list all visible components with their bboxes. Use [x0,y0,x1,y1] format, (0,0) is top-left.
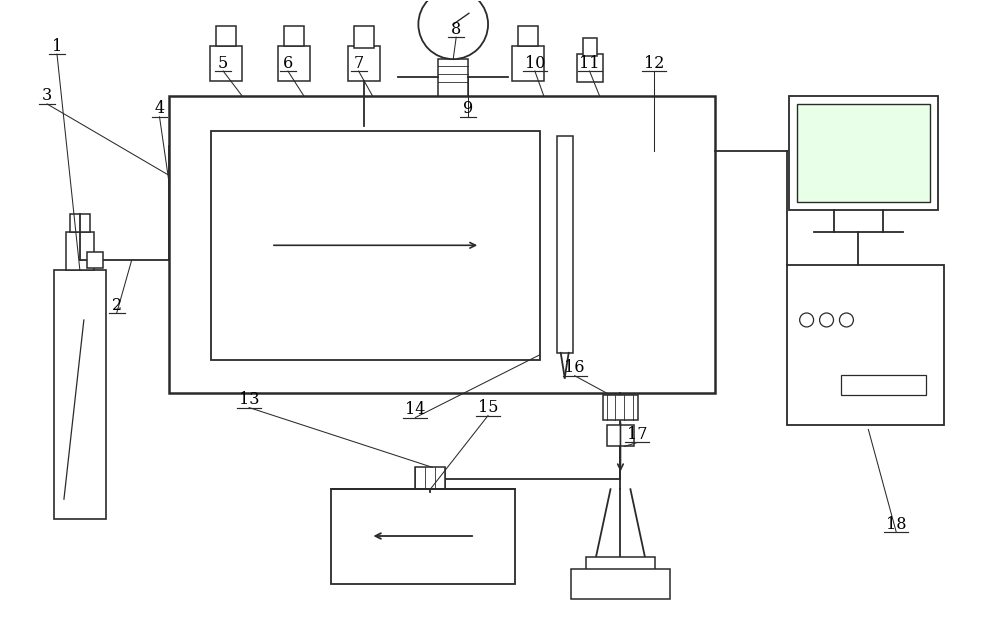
Text: 18: 18 [886,516,906,532]
Bar [66,232,94,270]
Bar [284,26,304,46]
Bar [348,46,380,81]
Text: 16: 16 [564,359,585,376]
Bar [211,131,540,360]
Bar [70,214,90,232]
Text: 2: 2 [112,296,122,314]
Text: 1: 1 [52,38,62,55]
Circle shape [418,0,488,59]
Text: 17: 17 [627,426,648,443]
Bar [354,26,374,48]
Text: 8: 8 [451,21,461,38]
Text: 15: 15 [478,399,498,416]
Text: 5: 5 [218,54,228,72]
Text: 3: 3 [42,88,52,104]
Bar [577,54,603,82]
Text: 13: 13 [239,391,259,408]
Text: 4: 4 [154,101,165,118]
Bar [607,424,634,446]
Bar [438,59,468,96]
Bar [54,270,106,519]
Text: 12: 12 [644,54,664,72]
Bar [216,26,236,46]
Bar [415,468,445,492]
Bar [557,136,573,353]
Bar [169,96,715,392]
Bar [278,46,310,81]
Bar [789,96,938,211]
Text: 10: 10 [525,54,545,72]
Bar [331,489,515,584]
Bar [586,557,655,571]
Circle shape [839,313,853,327]
Bar [787,265,944,424]
Bar [87,253,103,268]
Text: 14: 14 [405,401,426,418]
Bar [210,46,242,81]
Bar [603,394,638,419]
Bar [583,38,597,56]
Text: 6: 6 [283,54,293,72]
Circle shape [820,313,834,327]
Bar [797,104,930,202]
Text: 7: 7 [354,54,364,72]
Circle shape [800,313,814,327]
Text: 9: 9 [463,101,473,118]
Text: 11: 11 [579,54,600,72]
Bar [571,569,670,599]
Bar [518,26,538,46]
Bar [841,375,926,394]
Bar [512,46,544,81]
